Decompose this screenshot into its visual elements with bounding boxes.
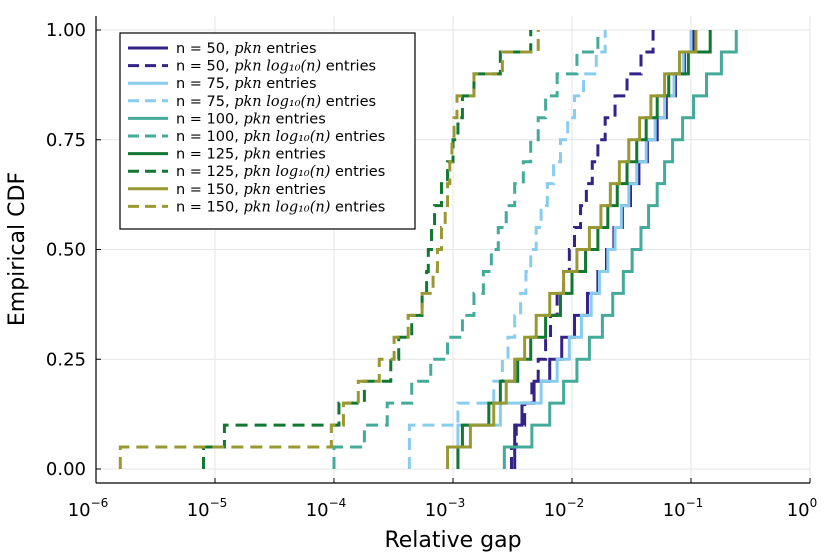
legend-label-1: n = 50, pkn entries	[176, 41, 317, 57]
series-line-10	[118, 30, 540, 469]
y-tick-label: 0.00	[46, 459, 86, 480]
series-line-7	[456, 30, 712, 469]
series-line-5	[502, 30, 738, 469]
series-line-2	[509, 30, 655, 469]
legend-label-10: n = 150, pkn log₁₀(n) entries	[176, 199, 385, 215]
legend-label-4: n = 75, pkn log₁₀(n) entries	[176, 94, 376, 110]
x-axis-title: Relative gap	[384, 528, 521, 553]
legend-label-7: n = 125, pkn entries	[176, 147, 326, 163]
x-tick-label: 100	[787, 496, 818, 521]
y-tick-label: 0.25	[46, 349, 86, 370]
series-line-8	[201, 30, 533, 469]
series-line-6	[332, 30, 600, 469]
legend-label-8: n = 125, pkn log₁₀(n) entries	[176, 164, 385, 180]
legend-box	[119, 32, 416, 230]
legend-label-9: n = 150, pkn entries	[176, 182, 326, 198]
series-line-9	[446, 30, 698, 469]
legend-label-6: n = 100, pkn log₁₀(n) entries	[176, 129, 385, 145]
y-tick-label: 0.75	[46, 130, 86, 151]
y-tick-label: 1.00	[46, 20, 86, 41]
legend-label-3: n = 75, pkn entries	[176, 76, 317, 92]
y-axis-title: Empirical CDF	[5, 172, 30, 326]
x-tick-label: 10−3	[425, 496, 466, 521]
series-line-4	[407, 30, 607, 469]
x-tick-label: 10−1	[663, 496, 704, 521]
x-tick-label: 10−6	[68, 496, 109, 521]
tick-labels: 10−6 10−5 10−4 10−3 10−2 10−1 100 0.00 0.25 0.50 0…	[46, 20, 817, 521]
x-tick-label: 10−2	[544, 496, 585, 521]
plot-axes	[95, 16, 811, 484]
series-layer	[118, 30, 738, 469]
x-tick-label: 10−5	[187, 496, 228, 521]
x-tick-label: 10−4	[306, 496, 347, 521]
series-line-3	[456, 30, 693, 469]
legend-label-2: n = 50, pkn log₁₀(n) entries	[176, 59, 376, 75]
legend-label-5: n = 100, pkn entries	[176, 111, 326, 127]
y-tick-label: 0.50	[46, 240, 86, 261]
legend: n = 50, pkn entries n = 50, pkn log₁₀(n) …	[119, 32, 416, 230]
